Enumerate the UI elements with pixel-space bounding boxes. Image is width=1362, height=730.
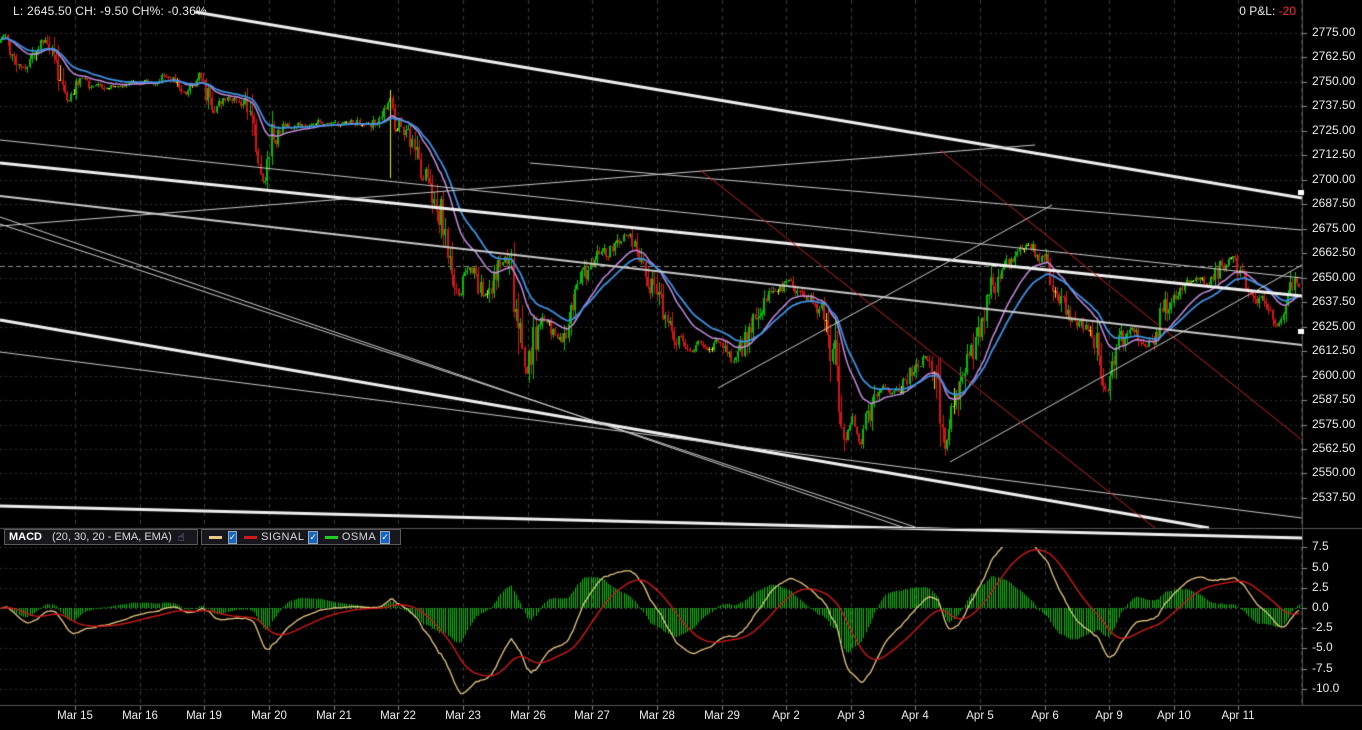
legend-label-osma: OSMA [341,531,377,543]
price-axis-label: 2587.50 [1312,392,1356,407]
date-label: Apr 6 [1031,710,1059,722]
macd-axis-label: 0.0 [1312,600,1329,614]
macd-header-bar: MACD (20, 30, 20 - EMA, EMA) ☝ ✓ SIGNAL ✓ O… [0,529,1362,547]
position-size: 0 P&L: [1239,4,1276,18]
price-axis-label: 2737.50 [1312,98,1356,113]
hand-cursor-icon: ☝ [177,531,185,544]
macd-params: (20, 30, 20 - EMA, EMA) [52,531,172,543]
date-label: Apr 3 [837,710,865,722]
price-axis-label: 2712.50 [1312,147,1356,162]
date-label: Apr 10 [1157,710,1191,722]
price-axis-label: 2637.50 [1312,294,1356,309]
price-axis-label: 2675.00 [1312,220,1356,235]
price-axis-label: 2575.00 [1312,416,1356,431]
date-label: Mar 28 [639,710,675,722]
macd-axis-label: 7.5 [1312,539,1329,554]
date-label: Apr 9 [1095,710,1123,722]
date-label: Mar 19 [186,710,222,722]
macd-axis-label: -2.5 [1312,620,1333,635]
price-axis-label: 2562.50 [1312,440,1356,455]
price-axis-label: 2625.00 [1312,318,1356,333]
price-axis-label: 2750.00 [1312,73,1356,88]
macd-title: MACD [9,531,42,543]
legend-checkbox-macd[interactable]: ✓ [227,530,238,544]
macd-axis-label: 5.0 [1312,559,1329,574]
date-label: Mar 15 [57,710,93,722]
date-label: Mar 29 [704,710,740,722]
date-label: Mar 22 [380,710,416,722]
macd-axis-label: -7.5 [1312,660,1333,675]
date-label: Apr 11 [1221,710,1255,722]
date-label: Apr 5 [966,710,994,722]
macd-axis-label: -10.0 [1312,680,1340,695]
quote-info: L: 2645.50 CH: -9.50 CH%: -0.36% [13,4,207,18]
date-label: Mar 26 [510,710,546,722]
macd-legend: ✓ SIGNAL ✓ OSMA ✓ [201,529,401,545]
date-label: Apr 2 [772,710,800,722]
macd-axis-label: 2.5 [1312,579,1329,594]
price-axis-label: 2700.00 [1312,171,1356,186]
pnl-info: 0 P&L: -20 [1239,4,1296,18]
pnl-value: -20 [1278,4,1296,18]
legend-swatch-osma [325,535,338,539]
price-axis-label: 2600.00 [1312,367,1356,382]
date-label: Mar 23 [445,710,481,722]
macd-axis-label: -5.0 [1312,640,1333,655]
price-axis-label: 2650.00 [1312,269,1356,284]
legend-checkbox-osma[interactable]: ✓ [380,530,391,544]
date-label: Mar 20 [251,710,287,722]
price-axis-label: 2662.50 [1312,245,1356,260]
date-label: Mar 16 [122,710,158,722]
price-axis-label: 2550.00 [1312,465,1356,480]
date-label: Apr 4 [901,710,929,722]
date-label: Mar 27 [574,710,610,722]
legend-swatch-macd [209,535,222,539]
legend-checkbox-signal[interactable]: ✓ [308,530,319,544]
price-axis-label: 2762.50 [1312,49,1356,64]
price-axis-label: 2612.50 [1312,343,1356,358]
macd-study-label[interactable]: MACD (20, 30, 20 - EMA, EMA) ☝ [4,529,198,545]
price-axis-label: 2775.00 [1312,25,1356,39]
legend-label-signal: SIGNAL [261,531,305,543]
legend-swatch-signal [244,535,258,539]
price-axis-label: 2687.50 [1312,196,1356,211]
date-label: Mar 21 [316,710,352,722]
price-axis-label: 2725.00 [1312,122,1356,137]
price-axis-label: 2537.50 [1312,489,1356,504]
